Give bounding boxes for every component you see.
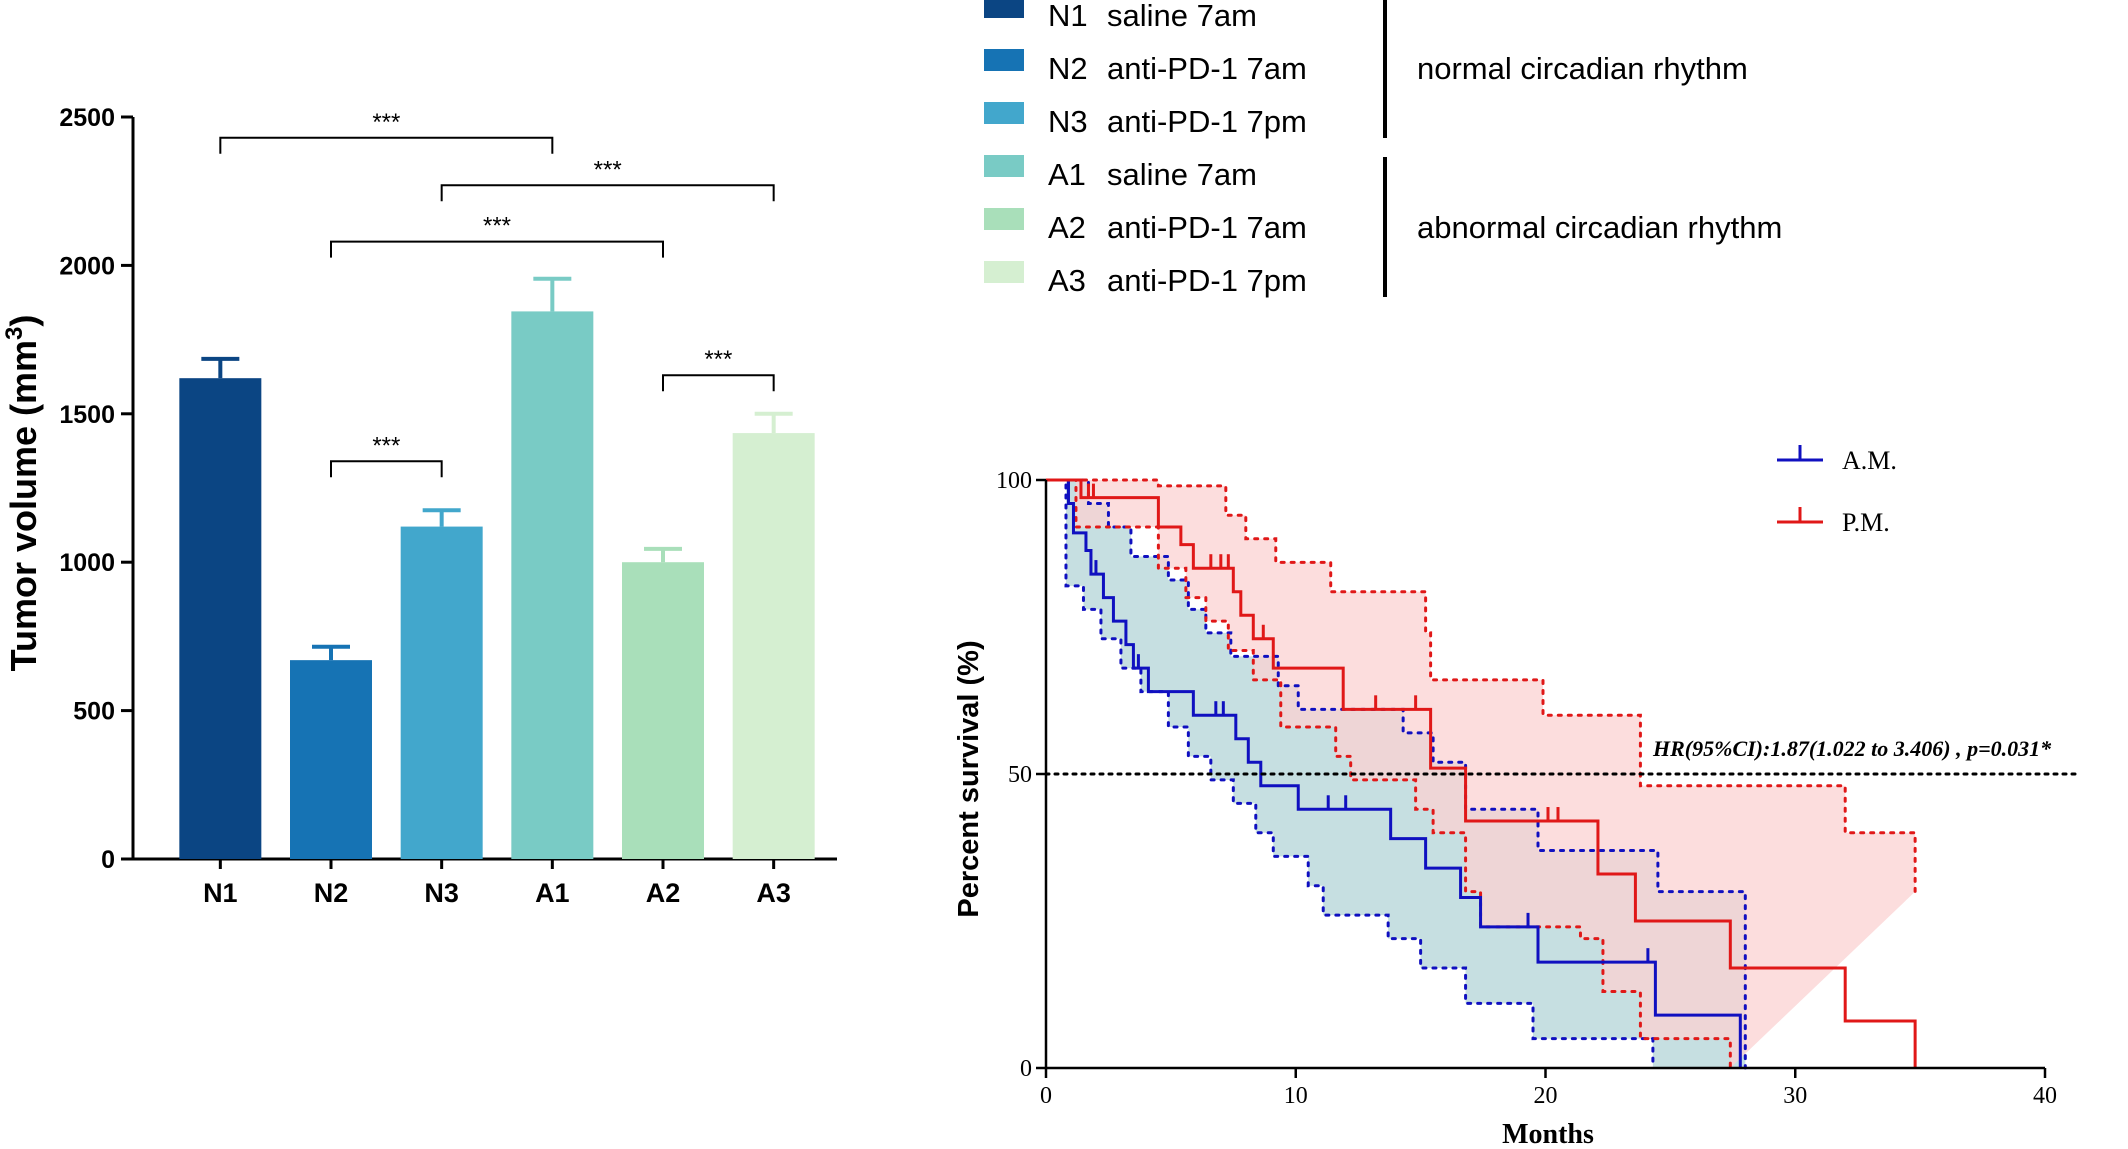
- bar-x-tick-label: N3: [424, 878, 459, 908]
- survival-axes: 0 50 100 0 10 20 30 40: [996, 468, 2077, 1109]
- survival-legend-label-pm: P.M.: [1842, 508, 1890, 537]
- survival-curve-pm: [1046, 478, 1917, 1068]
- bar-x-tick-label: N1: [203, 878, 238, 908]
- legend-label-A2: anti-PD-1 7am: [1107, 210, 1307, 245]
- legend-code-A1: A1: [1048, 157, 1086, 192]
- legend-group-label: abnormal circadian rhythm: [1417, 210, 1782, 245]
- legend-code-A2: A2: [1048, 210, 1086, 245]
- upper-ci-pm: [1061, 478, 1917, 894]
- survival-x-axis-label: Months: [1502, 1119, 1594, 1149]
- bar-chart-significance: *** *** *** *** ***: [219, 109, 775, 478]
- legend-code-N3: N3: [1048, 104, 1088, 139]
- bar-chart-bars: [179, 276, 815, 859]
- significance-bracket: [662, 374, 775, 392]
- survival-chart: 0 50 100 0 10 20 30 40 Months Percent survival …: [953, 445, 2077, 1149]
- legend-group-label: normal circadian rhythm: [1417, 51, 1748, 86]
- upper-ci-am: [1079, 478, 1747, 1070]
- legend-code-N2: N2: [1048, 51, 1088, 86]
- bar-x-tick-label: A1: [535, 878, 570, 908]
- significance-label: ***: [372, 432, 400, 459]
- legend-swatch-N2: [984, 49, 1024, 71]
- survival-curves: [1046, 478, 1917, 1068]
- bar-y-tick-label: 0: [101, 846, 115, 874]
- survival-legend-label-am: A.M.: [1842, 446, 1897, 475]
- significance-label: ***: [483, 213, 511, 240]
- bar-y-tick-label: 2000: [59, 252, 115, 280]
- significance-label: ***: [372, 109, 400, 136]
- bar-y-label-close: ): [3, 315, 44, 327]
- significance-bracket: [440, 184, 775, 202]
- bar-y-tick-label: 2500: [59, 104, 115, 132]
- survival-x-tick-label: 40: [2033, 1083, 2057, 1109]
- bar-A2: [622, 562, 704, 859]
- bar-x-tick-label: N2: [314, 878, 349, 908]
- survival-curve-am: [1046, 478, 1742, 1068]
- legend-code-N1: N1: [1048, 0, 1088, 33]
- bar-N1: [179, 378, 262, 859]
- legend-label-N1: saline 7am: [1107, 0, 1257, 33]
- legend-label-A3: anti-PD-1 7pm: [1107, 263, 1307, 298]
- survival-y-tick-label: 0: [1020, 1056, 1032, 1082]
- survival-y-axis-label: Percent survival (%): [953, 640, 985, 917]
- bar-A1: [511, 311, 594, 859]
- legend-label-N2: anti-PD-1 7am: [1107, 51, 1307, 86]
- legend-swatch-A1: [984, 155, 1024, 177]
- legend-swatch-N1: [984, 0, 1024, 18]
- bar-A3: [732, 433, 815, 859]
- significance-label: ***: [704, 346, 732, 373]
- bar-y-label-main: Tumor volume (mm: [3, 340, 44, 671]
- bar-y-label-sup: 3: [1, 327, 28, 340]
- survival-x-tick-label: 10: [1284, 1083, 1308, 1109]
- bar-y-tick-label: 1000: [59, 549, 115, 577]
- bar-chart-ticks: 0 500 1000 1500 2000 2500 N1 N2 N3 A1 A2 A3: [59, 104, 837, 908]
- significance-bracket: [219, 136, 554, 154]
- bar-N3: [400, 526, 483, 859]
- bar-N2: [290, 660, 372, 859]
- bar-chart-legend: N1 saline 7am N2 anti-PD-1 7am N3 anti-PD-1 7…: [984, 0, 1782, 298]
- survival-x-tick-label: 20: [1534, 1083, 1558, 1109]
- survival-x-tick-label: 0: [1040, 1083, 1052, 1109]
- survival-confidence-lines: [1059, 478, 1917, 1070]
- bar-x-tick-label: A2: [646, 878, 681, 908]
- bar-y-tick-label: 500: [73, 698, 115, 726]
- survival-hr-annotation: HR(95%CI):1.87(1.022 to 3.406) , p=0.031…: [1652, 736, 2052, 761]
- survival-x-tick-label: 30: [1783, 1083, 1807, 1109]
- significance-bracket: [330, 460, 443, 478]
- legend-label-N3: anti-PD-1 7pm: [1107, 104, 1307, 139]
- legend-swatch-A2: [984, 208, 1024, 230]
- significance-label: ***: [594, 156, 622, 183]
- significance-bracket: [330, 240, 664, 258]
- legend-label-A1: saline 7am: [1107, 157, 1257, 192]
- survival-y-tick-label: 100: [996, 468, 1032, 494]
- bar-chart-y-axis-label: Tumor volume (mm3): [1, 315, 44, 672]
- legend-code-A3: A3: [1048, 263, 1086, 298]
- lower-ci-am: [1059, 478, 1655, 1070]
- bar-x-tick-label: A3: [756, 878, 791, 908]
- lower-ci-pm: [1061, 478, 1732, 1070]
- bar-y-tick-label: 1500: [59, 401, 115, 429]
- legend-swatch-A3: [984, 261, 1024, 283]
- legend-swatch-N3: [984, 102, 1024, 124]
- survival-legend: A.M. P.M.: [1777, 445, 1897, 537]
- survival-y-tick-label: 50: [1008, 762, 1032, 788]
